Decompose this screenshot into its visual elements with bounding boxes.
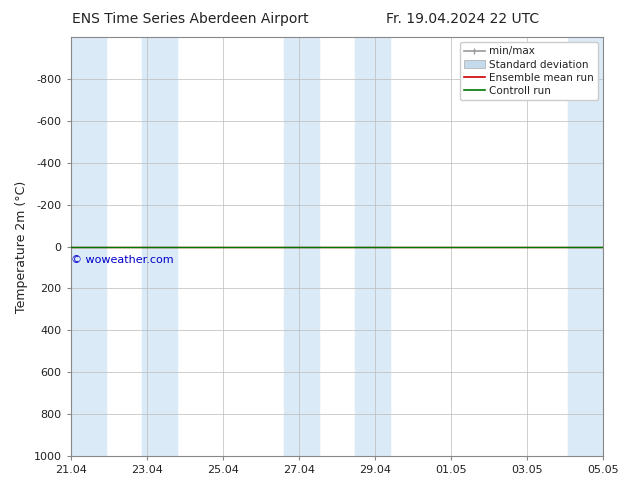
Text: ENS Time Series Aberdeen Airport: ENS Time Series Aberdeen Airport (72, 12, 309, 26)
Bar (141, 37, 177, 456)
Y-axis label: Temperature 2m (°C): Temperature 2m (°C) (15, 180, 28, 313)
Bar (283, 37, 319, 456)
Legend: min/max, Standard deviation, Ensemble mean run, Controll run: min/max, Standard deviation, Ensemble me… (460, 42, 598, 100)
Text: Fr. 19.04.2024 22 UTC: Fr. 19.04.2024 22 UTC (386, 12, 540, 26)
Bar (70, 37, 106, 456)
Text: © woweather.com: © woweather.com (71, 255, 174, 265)
Bar (567, 37, 603, 456)
Bar (354, 37, 390, 456)
